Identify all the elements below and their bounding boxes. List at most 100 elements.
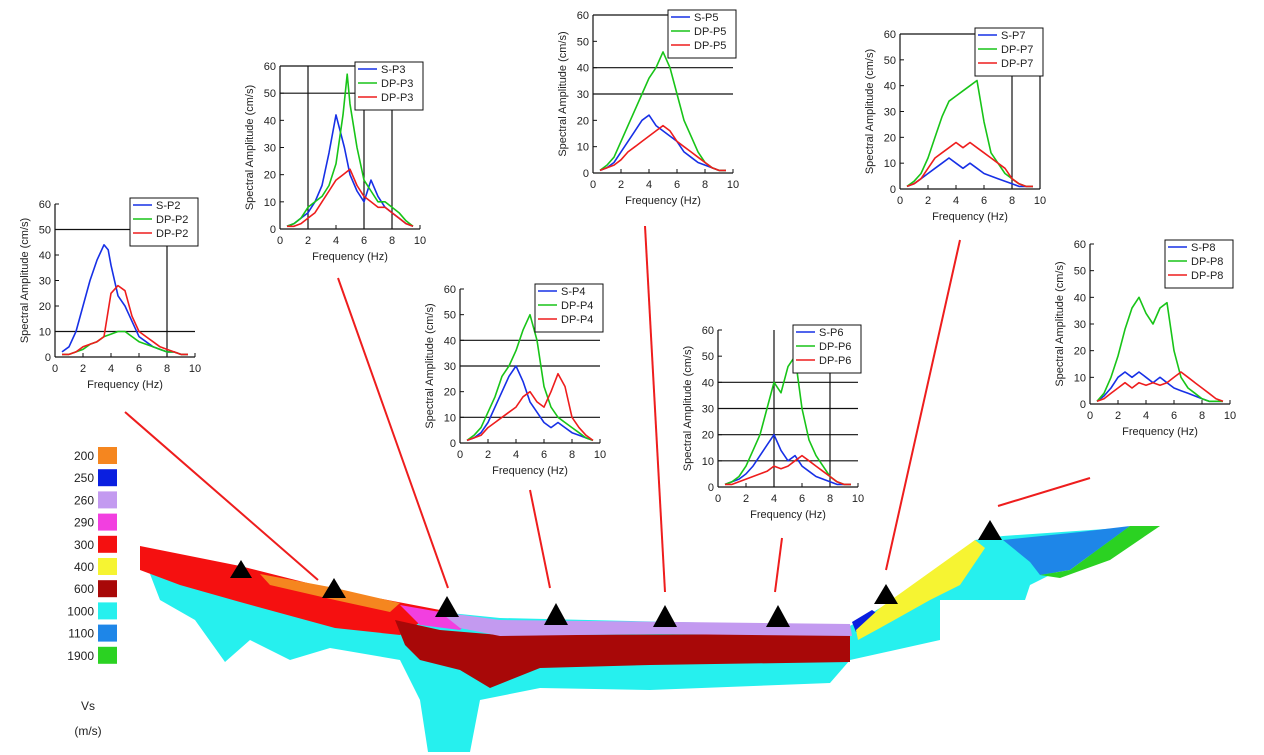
legend-label: 1100 xyxy=(68,627,94,641)
chart-legend-label: DP-P3 xyxy=(381,78,413,90)
chart-x-tick-label: 6 xyxy=(541,449,547,461)
chart-legend-label: DP-P5 xyxy=(694,40,726,52)
chart-y-tick-label: 10 xyxy=(884,158,896,170)
chart-x-tick-label: 8 xyxy=(1199,410,1205,422)
chart-y-tick-label: 40 xyxy=(702,377,714,389)
chart-y-axis-label: Spectral Amplitude (cm/s) xyxy=(424,303,436,428)
chart-x-tick-label: 10 xyxy=(594,449,606,461)
layer-vs-600 xyxy=(395,620,850,688)
chart-y-tick-label: 20 xyxy=(702,430,714,442)
chart-y-tick-label: 50 xyxy=(444,310,456,322)
legend-swatch xyxy=(98,646,117,664)
station-triangle xyxy=(435,596,459,617)
chart-legend-label: S-P8 xyxy=(1191,242,1215,254)
chart-x-tick-label: 4 xyxy=(646,179,652,191)
chart-series-line xyxy=(724,433,851,486)
chart-y-tick-label: 20 xyxy=(884,132,896,144)
leader-line-p4 xyxy=(529,489,551,589)
legend-swatch xyxy=(98,491,117,509)
chart-series-line xyxy=(1096,371,1223,403)
chart-series-line xyxy=(287,168,414,228)
chart-y-tick-label: 60 xyxy=(1074,239,1086,251)
chart-legend-label: DP-P3 xyxy=(381,92,413,104)
chart-series-line xyxy=(599,51,726,172)
layer-vs-300 xyxy=(140,546,440,635)
leader-line-p5 xyxy=(644,225,666,593)
station-triangle xyxy=(322,578,346,598)
chart-x-tick-label: 2 xyxy=(925,195,931,207)
chart-x-tick-label: 6 xyxy=(674,179,680,191)
chart-y-axis-label: Spectral Amplitude (cm/s) xyxy=(1054,261,1066,386)
chart-x-tick-label: 6 xyxy=(981,195,987,207)
chart-series-line xyxy=(466,365,594,442)
chart-series-line xyxy=(599,124,726,172)
chart-y-tick-label: 10 xyxy=(39,327,51,339)
chart-x-tick-label: 2 xyxy=(485,449,491,461)
chart-series-line xyxy=(62,330,188,356)
chart-legend-label: DP-P6 xyxy=(819,341,851,353)
chart-x-tick-label: 0 xyxy=(277,235,283,247)
chart-x-tick-label: 6 xyxy=(361,235,367,247)
chart-series-line xyxy=(599,114,726,172)
chart-x-tick-label: 2 xyxy=(305,235,311,247)
chart-x-tick-label: 2 xyxy=(80,363,86,375)
chart-x-axis-label: Frequency (Hz) xyxy=(1122,426,1198,438)
chart-series-line xyxy=(725,454,851,486)
chart-y-axis-label: Spectral Amplitude (cm/s) xyxy=(244,85,256,210)
legend-label: 1000 xyxy=(67,604,94,618)
chart-y-tick-label: 30 xyxy=(884,107,896,119)
chart-series-line xyxy=(62,284,188,356)
legend-swatch xyxy=(98,558,117,575)
chart-y-tick-label: 10 xyxy=(1074,372,1086,384)
chart-series-line xyxy=(906,141,1033,188)
chart-legend-label: S-P5 xyxy=(694,12,718,24)
chart-series-line xyxy=(1096,296,1223,403)
chart-legend-box xyxy=(534,283,604,333)
chart-series-line xyxy=(466,372,594,442)
chart-legend-label: DP-P6 xyxy=(819,355,851,367)
chart-y-axis-label: Spectral Amplitude (cm/s) xyxy=(557,31,569,156)
stations xyxy=(230,520,1002,627)
chart-y-tick-label: 20 xyxy=(264,170,276,182)
chart-y-tick-label: 30 xyxy=(264,143,276,155)
legend-swatch xyxy=(98,469,117,487)
chart-y-tick-label: 40 xyxy=(444,335,456,347)
spectral-chart-p3: 0 10 20 30 40 50 60 0 2 4 6 8 10 Frequency (Hz) Spectr… xyxy=(244,61,426,263)
chart-y-tick-label: 50 xyxy=(1074,266,1086,278)
leader-line-p2 xyxy=(124,411,319,581)
chart-legend-label: DP-P4 xyxy=(561,300,593,312)
chart-y-tick-label: 30 xyxy=(702,404,714,416)
chart-legend-box xyxy=(129,197,199,247)
legend-label: 1900 xyxy=(67,649,94,663)
chart-x-axis-label: Frequency (Hz) xyxy=(87,379,163,391)
station-triangle xyxy=(766,605,790,627)
chart-y-tick-label: 60 xyxy=(264,61,276,73)
chart-x-tick-label: 6 xyxy=(136,363,142,375)
chart-y-tick-label: 50 xyxy=(702,351,714,363)
chart-x-tick-label: 10 xyxy=(727,179,739,191)
legend-label: 290 xyxy=(74,516,94,530)
legend-label: 400 xyxy=(74,560,94,574)
spectral-chart-p7: 0 10 20 30 40 50 60 0 2 4 6 8 10 Frequency (Hz) Spectr… xyxy=(864,27,1046,223)
station-triangle xyxy=(978,520,1002,540)
chart-legend-label: DP-P5 xyxy=(694,26,726,38)
chart-series-line xyxy=(61,244,188,356)
chart-x-tick-label: 10 xyxy=(1034,195,1046,207)
legend-swatch xyxy=(98,513,117,531)
chart-x-axis-label: Frequency (Hz) xyxy=(932,211,1008,223)
chart-x-tick-label: 2 xyxy=(743,493,749,505)
chart-y-tick-label: 30 xyxy=(1074,319,1086,331)
chart-legend-box xyxy=(1164,239,1234,289)
chart-y-tick-label: 20 xyxy=(39,301,51,313)
chart-series-line xyxy=(466,313,594,442)
chart-y-tick-label: 50 xyxy=(577,36,589,48)
spectral-chart-p2: 0 10 20 30 40 50 60 0 2 4 6 8 10 Frequency (Hz) Spectr… xyxy=(19,197,201,391)
chart-x-axis-label: Frequency (Hz) xyxy=(312,251,388,263)
chart-legend-label: DP-P2 xyxy=(156,214,188,226)
chart-legend-label: DP-P2 xyxy=(156,228,188,240)
station-triangle xyxy=(544,603,568,625)
chart-legend-label: S-P6 xyxy=(819,327,843,339)
chart-y-tick-label: 40 xyxy=(577,63,589,75)
chart-x-tick-label: 0 xyxy=(590,179,596,191)
legend-label: 300 xyxy=(74,538,94,552)
